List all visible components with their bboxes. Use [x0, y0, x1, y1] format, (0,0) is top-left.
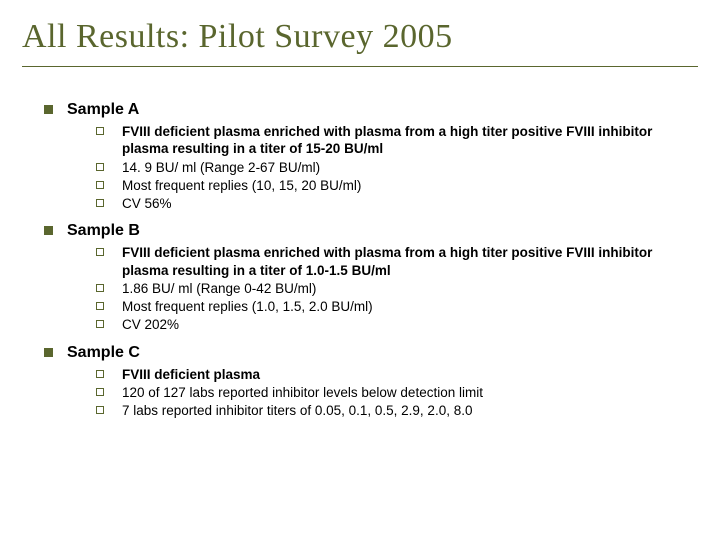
item-text: 120 of 127 labs reported inhibitor level… — [122, 384, 483, 401]
list-item: Most frequent replies (10, 15, 20 BU/ml) — [96, 177, 698, 194]
open-square-icon — [96, 388, 104, 396]
square-bullet-icon — [44, 226, 53, 235]
square-bullet-icon — [44, 105, 53, 114]
sample-label: Sample A — [67, 101, 139, 119]
open-square-icon — [96, 302, 104, 310]
item-text: CV 56% — [122, 195, 172, 212]
list-item: FVIII deficient plasma enriched with pla… — [96, 123, 698, 158]
list-item: 120 of 127 labs reported inhibitor level… — [96, 384, 698, 401]
item-text: Most frequent replies (1.0, 1.5, 2.0 BU/… — [122, 298, 373, 315]
page-title: All Results: Pilot Survey 2005 — [22, 18, 698, 67]
open-square-icon — [96, 248, 104, 256]
list-item: FVIII deficient plasma enriched with pla… — [96, 244, 698, 279]
open-square-icon — [96, 406, 104, 414]
item-text: CV 202% — [122, 316, 179, 333]
item-text: 14. 9 BU/ ml (Range 2-67 BU/ml) — [122, 159, 320, 176]
open-square-icon — [96, 199, 104, 207]
list-item: CV 202% — [96, 316, 698, 333]
item-text: FVIII deficient plasma enriched with pla… — [122, 244, 698, 279]
sample-c-items: FVIII deficient plasma 120 of 127 labs r… — [96, 366, 698, 420]
item-text: Most frequent replies (10, 15, 20 BU/ml) — [122, 177, 361, 194]
open-square-icon — [96, 181, 104, 189]
item-text: FVIII deficient plasma — [122, 366, 260, 383]
list-item: Most frequent replies (1.0, 1.5, 2.0 BU/… — [96, 298, 698, 315]
sample-label: Sample C — [67, 344, 140, 362]
list-item: 1.86 BU/ ml (Range 0-42 BU/ml) — [96, 280, 698, 297]
item-text: 7 labs reported inhibitor titers of 0.05… — [122, 402, 472, 419]
sample-label: Sample B — [67, 222, 140, 240]
sample-b-block: Sample B FVIII deficient plasma enriched… — [22, 222, 698, 333]
sample-header: Sample A — [44, 101, 698, 119]
square-bullet-icon — [44, 348, 53, 357]
sample-c-block: Sample C FVIII deficient plasma 120 of 1… — [22, 344, 698, 420]
list-item: CV 56% — [96, 195, 698, 212]
item-text: FVIII deficient plasma enriched with pla… — [122, 123, 698, 158]
sample-b-items: FVIII deficient plasma enriched with pla… — [96, 244, 698, 333]
open-square-icon — [96, 370, 104, 378]
sample-header: Sample C — [44, 344, 698, 362]
sample-header: Sample B — [44, 222, 698, 240]
open-square-icon — [96, 320, 104, 328]
sample-a-block: Sample A FVIII deficient plasma enriched… — [22, 101, 698, 212]
sample-a-items: FVIII deficient plasma enriched with pla… — [96, 123, 698, 212]
list-item: FVIII deficient plasma — [96, 366, 698, 383]
open-square-icon — [96, 163, 104, 171]
item-text: 1.86 BU/ ml (Range 0-42 BU/ml) — [122, 280, 316, 297]
list-item: 14. 9 BU/ ml (Range 2-67 BU/ml) — [96, 159, 698, 176]
open-square-icon — [96, 284, 104, 292]
list-item: 7 labs reported inhibitor titers of 0.05… — [96, 402, 698, 419]
open-square-icon — [96, 127, 104, 135]
